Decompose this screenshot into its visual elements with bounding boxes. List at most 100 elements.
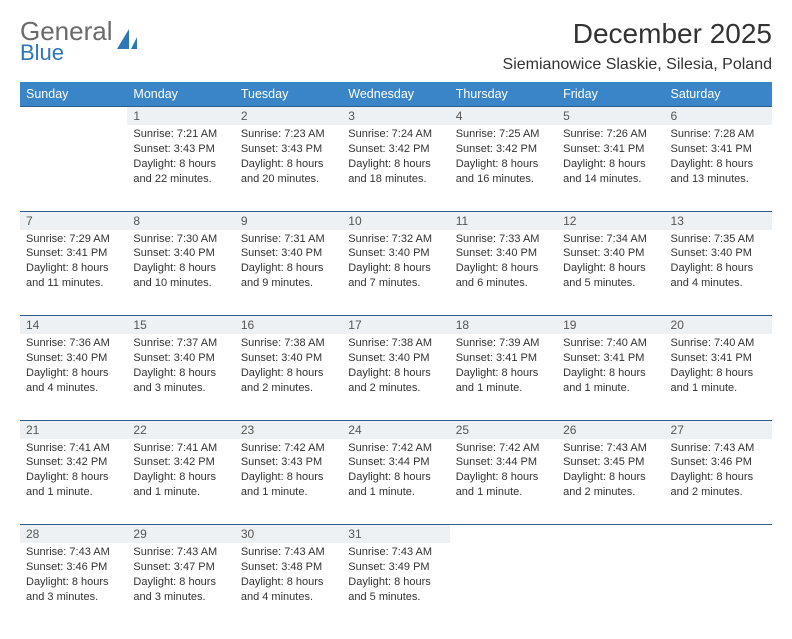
daylight-line: Daylight: 8 hours and 2 minutes. [563,470,658,500]
sunset-line: Sunset: 3:44 PM [348,455,443,470]
empty-day-number [665,525,772,544]
dayname-friday: Friday [557,82,664,107]
day-number: 29 [127,525,234,544]
sunrise-line: Sunrise: 7:31 AM [241,232,336,247]
empty-day-number [450,525,557,544]
daylight-line: Daylight: 8 hours and 1 minute. [26,470,121,500]
daylight-line: Daylight: 8 hours and 10 minutes. [133,261,228,291]
sunrise-line: Sunrise: 7:43 AM [563,441,658,456]
empty-day-cell [557,543,664,629]
sunset-line: Sunset: 3:42 PM [26,455,121,470]
sunset-line: Sunset: 3:41 PM [26,246,121,261]
sunset-line: Sunset: 3:46 PM [671,455,766,470]
sunset-line: Sunset: 3:42 PM [456,142,551,157]
day-number: 8 [127,211,234,230]
sunrise-line: Sunrise: 7:41 AM [133,441,228,456]
sunset-line: Sunset: 3:44 PM [456,455,551,470]
sunrise-line: Sunrise: 7:33 AM [456,232,551,247]
day-number: 30 [235,525,342,544]
sunrise-line: Sunrise: 7:43 AM [348,545,443,560]
sunrise-line: Sunrise: 7:38 AM [241,336,336,351]
day-number: 11 [450,211,557,230]
day-number: 25 [450,420,557,439]
sunrise-line: Sunrise: 7:40 AM [671,336,766,351]
calendar-page: General Blue December 2025 Siemianowice … [0,0,792,639]
week-content-row: Sunrise: 7:43 AMSunset: 3:46 PMDaylight:… [20,543,772,629]
week-content-row: Sunrise: 7:29 AMSunset: 3:41 PMDaylight:… [20,230,772,316]
day-cell: Sunrise: 7:29 AMSunset: 3:41 PMDaylight:… [20,230,127,316]
day-cell: Sunrise: 7:30 AMSunset: 3:40 PMDaylight:… [127,230,234,316]
sunset-line: Sunset: 3:41 PM [563,351,658,366]
daylight-line: Daylight: 8 hours and 18 minutes. [348,157,443,187]
sunrise-line: Sunrise: 7:40 AM [563,336,658,351]
sunset-line: Sunset: 3:45 PM [563,455,658,470]
sunset-line: Sunset: 3:41 PM [563,142,658,157]
sunset-line: Sunset: 3:42 PM [133,455,228,470]
day-number: 1 [127,107,234,126]
sunrise-line: Sunrise: 7:43 AM [26,545,121,560]
day-number: 6 [665,107,772,126]
week-content-row: Sunrise: 7:41 AMSunset: 3:42 PMDaylight:… [20,439,772,525]
daylight-line: Daylight: 8 hours and 5 minutes. [563,261,658,291]
week-daynum-row: 123456 [20,107,772,126]
dayname-thursday: Thursday [450,82,557,107]
sunrise-line: Sunrise: 7:42 AM [241,441,336,456]
day-number: 5 [557,107,664,126]
day-cell: Sunrise: 7:21 AMSunset: 3:43 PMDaylight:… [127,125,234,211]
day-cell: Sunrise: 7:28 AMSunset: 3:41 PMDaylight:… [665,125,772,211]
week-daynum-row: 28293031 [20,525,772,544]
day-number: 26 [557,420,664,439]
week-content-row: Sunrise: 7:21 AMSunset: 3:43 PMDaylight:… [20,125,772,211]
day-cell: Sunrise: 7:23 AMSunset: 3:43 PMDaylight:… [235,125,342,211]
sunrise-line: Sunrise: 7:42 AM [456,441,551,456]
day-number: 18 [450,316,557,335]
week-daynum-row: 21222324252627 [20,420,772,439]
sunset-line: Sunset: 3:40 PM [241,351,336,366]
sunrise-line: Sunrise: 7:24 AM [348,127,443,142]
daylight-line: Daylight: 8 hours and 1 minute. [671,366,766,396]
sunset-line: Sunset: 3:40 PM [348,246,443,261]
sunrise-line: Sunrise: 7:25 AM [456,127,551,142]
empty-day-cell [665,543,772,629]
sunrise-line: Sunrise: 7:26 AM [563,127,658,142]
day-cell: Sunrise: 7:42 AMSunset: 3:44 PMDaylight:… [450,439,557,525]
sunset-line: Sunset: 3:43 PM [133,142,228,157]
daylight-line: Daylight: 8 hours and 1 minute. [133,470,228,500]
dayname-monday: Monday [127,82,234,107]
daylight-line: Daylight: 8 hours and 2 minutes. [348,366,443,396]
sunset-line: Sunset: 3:40 PM [133,351,228,366]
day-number: 15 [127,316,234,335]
calendar-table: SundayMondayTuesdayWednesdayThursdayFrid… [20,82,772,629]
day-cell: Sunrise: 7:43 AMSunset: 3:46 PMDaylight:… [665,439,772,525]
sunset-line: Sunset: 3:42 PM [348,142,443,157]
day-number: 2 [235,107,342,126]
day-cell: Sunrise: 7:35 AMSunset: 3:40 PMDaylight:… [665,230,772,316]
dayname-tuesday: Tuesday [235,82,342,107]
week-content-row: Sunrise: 7:36 AMSunset: 3:40 PMDaylight:… [20,334,772,420]
day-number: 3 [342,107,449,126]
daylight-line: Daylight: 8 hours and 5 minutes. [348,575,443,605]
day-cell: Sunrise: 7:43 AMSunset: 3:48 PMDaylight:… [235,543,342,629]
daylight-line: Daylight: 8 hours and 1 minute. [241,470,336,500]
sunset-line: Sunset: 3:40 PM [563,246,658,261]
dayname-saturday: Saturday [665,82,772,107]
sunrise-line: Sunrise: 7:43 AM [133,545,228,560]
sunrise-line: Sunrise: 7:39 AM [456,336,551,351]
daylight-line: Daylight: 8 hours and 16 minutes. [456,157,551,187]
daylight-line: Daylight: 8 hours and 6 minutes. [456,261,551,291]
sunset-line: Sunset: 3:40 PM [348,351,443,366]
daylight-line: Daylight: 8 hours and 1 minute. [348,470,443,500]
sunset-line: Sunset: 3:47 PM [133,560,228,575]
day-cell: Sunrise: 7:43 AMSunset: 3:49 PMDaylight:… [342,543,449,629]
dayname-sunday: Sunday [20,82,127,107]
sunset-line: Sunset: 3:40 PM [241,246,336,261]
day-number: 13 [665,211,772,230]
day-number: 4 [450,107,557,126]
sunset-line: Sunset: 3:40 PM [671,246,766,261]
sunrise-line: Sunrise: 7:23 AM [241,127,336,142]
daylight-line: Daylight: 8 hours and 3 minutes. [133,575,228,605]
daylight-line: Daylight: 8 hours and 3 minutes. [26,575,121,605]
sunset-line: Sunset: 3:40 PM [456,246,551,261]
sunrise-line: Sunrise: 7:28 AM [671,127,766,142]
sunset-line: Sunset: 3:48 PM [241,560,336,575]
